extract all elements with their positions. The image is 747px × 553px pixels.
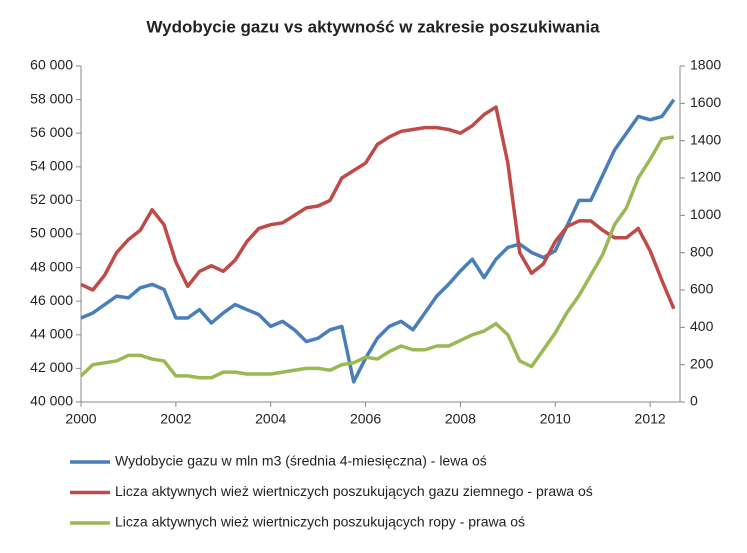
y2-tick-label: 200 bbox=[690, 355, 714, 371]
y-tick-label: 58 000 bbox=[30, 90, 73, 106]
y-tick-label: 56 000 bbox=[30, 124, 73, 140]
y-tick-label: 44 000 bbox=[30, 326, 73, 342]
y-tick-label: 52 000 bbox=[30, 191, 73, 207]
series-line bbox=[79, 135, 675, 380]
series-line bbox=[80, 105, 676, 310]
y2-tick-label: 1400 bbox=[690, 131, 721, 147]
legend-label: Wydobycie gazu w mln m3 (średnia 4-miesi… bbox=[115, 453, 487, 469]
y2-tick-label: 1000 bbox=[690, 206, 721, 222]
y2-tick-label: 400 bbox=[690, 318, 714, 334]
y2-tick-label: 0 bbox=[690, 393, 698, 409]
y-tick-label: 40 000 bbox=[30, 393, 73, 409]
y-tick-label: 46 000 bbox=[30, 292, 73, 308]
y2-tick-label: 800 bbox=[690, 243, 714, 259]
y-tick-label: 42 000 bbox=[30, 359, 73, 375]
x-tick-label: 2002 bbox=[160, 411, 191, 427]
x-tick-label: 2012 bbox=[635, 411, 666, 427]
x-tick-label: 2008 bbox=[445, 411, 476, 427]
x-tick-label: 2010 bbox=[540, 411, 571, 427]
y-tick-label: 50 000 bbox=[30, 225, 73, 241]
y2-tick-label: 1800 bbox=[690, 57, 721, 73]
x-tick-label: 2006 bbox=[350, 411, 381, 427]
y-tick-label: 60 000 bbox=[30, 57, 73, 73]
y2-tick-label: 1600 bbox=[690, 94, 721, 110]
legend-label: Licza aktywnych wież wiertniczych poszuk… bbox=[115, 514, 525, 530]
series-line bbox=[80, 98, 676, 384]
legend-label: Licza aktywnych wież wiertniczych poszuk… bbox=[115, 483, 593, 499]
x-tick-label: 2004 bbox=[255, 411, 286, 427]
y2-tick-label: 1200 bbox=[690, 169, 721, 185]
y-tick-label: 54 000 bbox=[30, 158, 73, 174]
y-tick-label: 48 000 bbox=[30, 258, 73, 274]
x-tick-label: 2000 bbox=[65, 411, 96, 427]
y2-tick-label: 600 bbox=[690, 281, 714, 297]
chart-title: Wydobycie gazu vs aktywność w zakresie p… bbox=[146, 17, 600, 36]
